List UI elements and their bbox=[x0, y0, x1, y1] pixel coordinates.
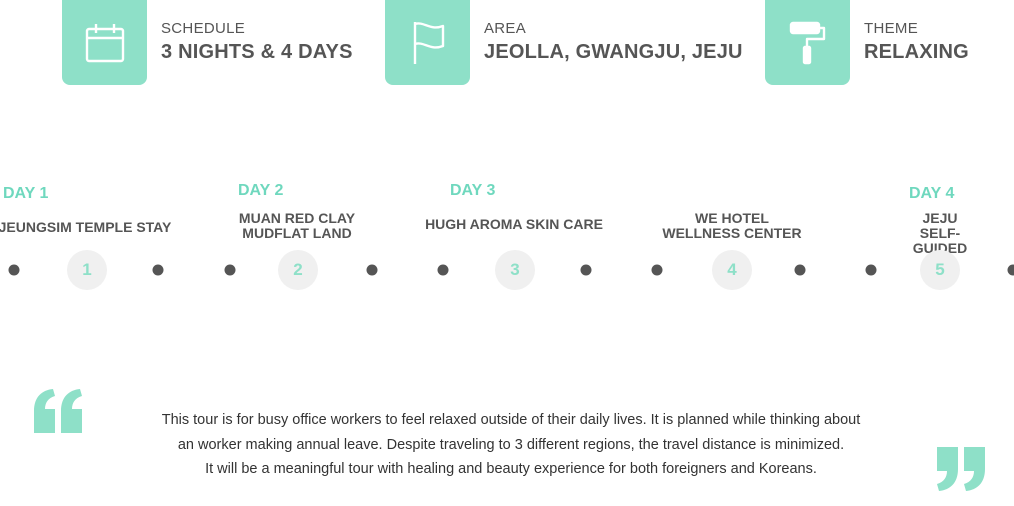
day-label-3: DAY 3 bbox=[450, 182, 496, 199]
description-line-1: This tour is for busy office workers to … bbox=[161, 412, 861, 428]
flag-icon bbox=[385, 0, 470, 85]
stop-number-1: 1 bbox=[67, 250, 107, 290]
stop-name-4: WE HOTEL WELLNESS CENTER bbox=[662, 210, 802, 241]
description-line-2: an worker making annual leave. Despite t… bbox=[177, 436, 845, 453]
stop-number-2: 2 bbox=[278, 250, 318, 290]
theme-card: THEME RELAXING bbox=[765, 0, 969, 85]
stop-number-5: 5 bbox=[920, 250, 960, 290]
timeline-dot bbox=[651, 264, 663, 276]
timeline-dot bbox=[437, 264, 449, 276]
paint-roller-icon bbox=[765, 0, 850, 85]
theme-label: THEME bbox=[864, 20, 918, 37]
timeline-dot bbox=[152, 264, 164, 276]
timeline-dot bbox=[224, 264, 236, 276]
stop-name-3: HUGH AROMA SKIN CARE bbox=[425, 216, 603, 232]
timeline-dot bbox=[366, 264, 378, 276]
area-value: JEOLLA, GWANGJU, JEJU bbox=[484, 41, 743, 63]
day-label-1: DAY 1 bbox=[3, 185, 49, 202]
area-label: AREA bbox=[484, 20, 527, 37]
calendar-icon bbox=[62, 0, 147, 85]
timeline-dot bbox=[865, 264, 877, 276]
stop-number-3: 3 bbox=[495, 250, 535, 290]
stop-name-1: JEUNGSIM TEMPLE STAY bbox=[0, 219, 172, 235]
schedule-value: 3 NIGHTS & 4 DAYS bbox=[161, 41, 353, 63]
open-quote-icon bbox=[34, 389, 84, 438]
day-label-2: DAY 2 bbox=[238, 182, 284, 199]
description-line-3: It will be a meaningful tour with healin… bbox=[205, 461, 817, 477]
theme-value: RELAXING bbox=[864, 41, 969, 63]
schedule-card: SCHEDULE 3 NIGHTS & 4 DAYS bbox=[62, 0, 353, 85]
day-label-4: DAY 4 bbox=[909, 185, 955, 202]
timeline-dot bbox=[580, 264, 592, 276]
schedule-label: SCHEDULE bbox=[161, 20, 246, 37]
timeline-dot bbox=[8, 264, 20, 276]
close-quote-icon bbox=[937, 447, 987, 496]
timeline-dot bbox=[1007, 264, 1014, 276]
stop-number-4: 4 bbox=[712, 250, 752, 290]
tour-description: This tour is for busy office workers to … bbox=[100, 408, 922, 482]
stop-name-2: MUAN RED CLAY MUDFLAT LAND bbox=[238, 210, 356, 241]
area-card: AREA JEOLLA, GWANGJU, JEJU bbox=[385, 0, 743, 85]
timeline-dot bbox=[794, 264, 806, 276]
